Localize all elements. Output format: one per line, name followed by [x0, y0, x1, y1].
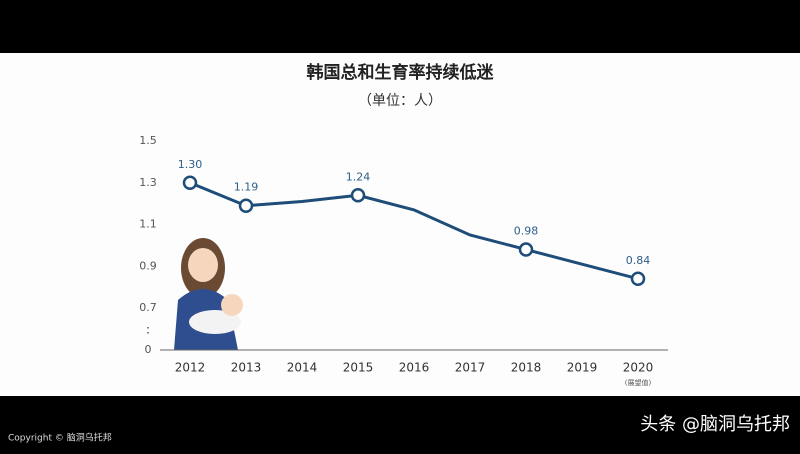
- x-tick-label: 2019: [567, 361, 598, 375]
- x-tick-label: 2012: [175, 361, 206, 375]
- chart-subtitle: （单位：人）: [358, 93, 442, 109]
- y-tick-label: 0.7: [139, 301, 157, 314]
- y-tick-label: 0: [145, 343, 152, 356]
- x-tick-label: 2018: [511, 361, 542, 375]
- x-tick-label: 2020: [623, 361, 654, 375]
- data-label: 1.30: [178, 158, 203, 171]
- x-tick-label: 2014: [287, 361, 318, 375]
- chart-title: 韩国总和生育率持续低迷: [307, 62, 495, 83]
- copyright: Copyright © 脑洞乌托邦: [8, 432, 112, 444]
- x-tick-label: 2013: [231, 361, 262, 375]
- data-point: [630, 271, 646, 287]
- data-point: [238, 198, 254, 213]
- data-line: [189, 181, 639, 281]
- data-label: 1.19: [234, 181, 259, 194]
- x-tick-label: 2015: [343, 361, 374, 375]
- y-tick-label: 1.5: [139, 134, 157, 147]
- x-tick-label: 2017: [455, 361, 486, 375]
- x-note: (展望值): [625, 378, 652, 387]
- source: 头条 @脑洞乌托邦: [640, 414, 790, 435]
- data-label: 1.24: [346, 170, 371, 183]
- data-label: 0.98: [514, 225, 539, 238]
- x-tick-label: 2016: [399, 361, 430, 375]
- data-point: [350, 188, 366, 203]
- data-point: [518, 242, 534, 257]
- data-point: [182, 175, 198, 190]
- y-tick-label: 1.3: [139, 176, 157, 189]
- y-tick-label: 1.1: [139, 218, 157, 231]
- illustration: [174, 238, 243, 350]
- data-label: 0.84: [626, 254, 651, 267]
- chart-panel: [0, 53, 800, 396]
- axis-break: :: [146, 323, 150, 337]
- y-tick-label: 0.9: [139, 259, 157, 272]
